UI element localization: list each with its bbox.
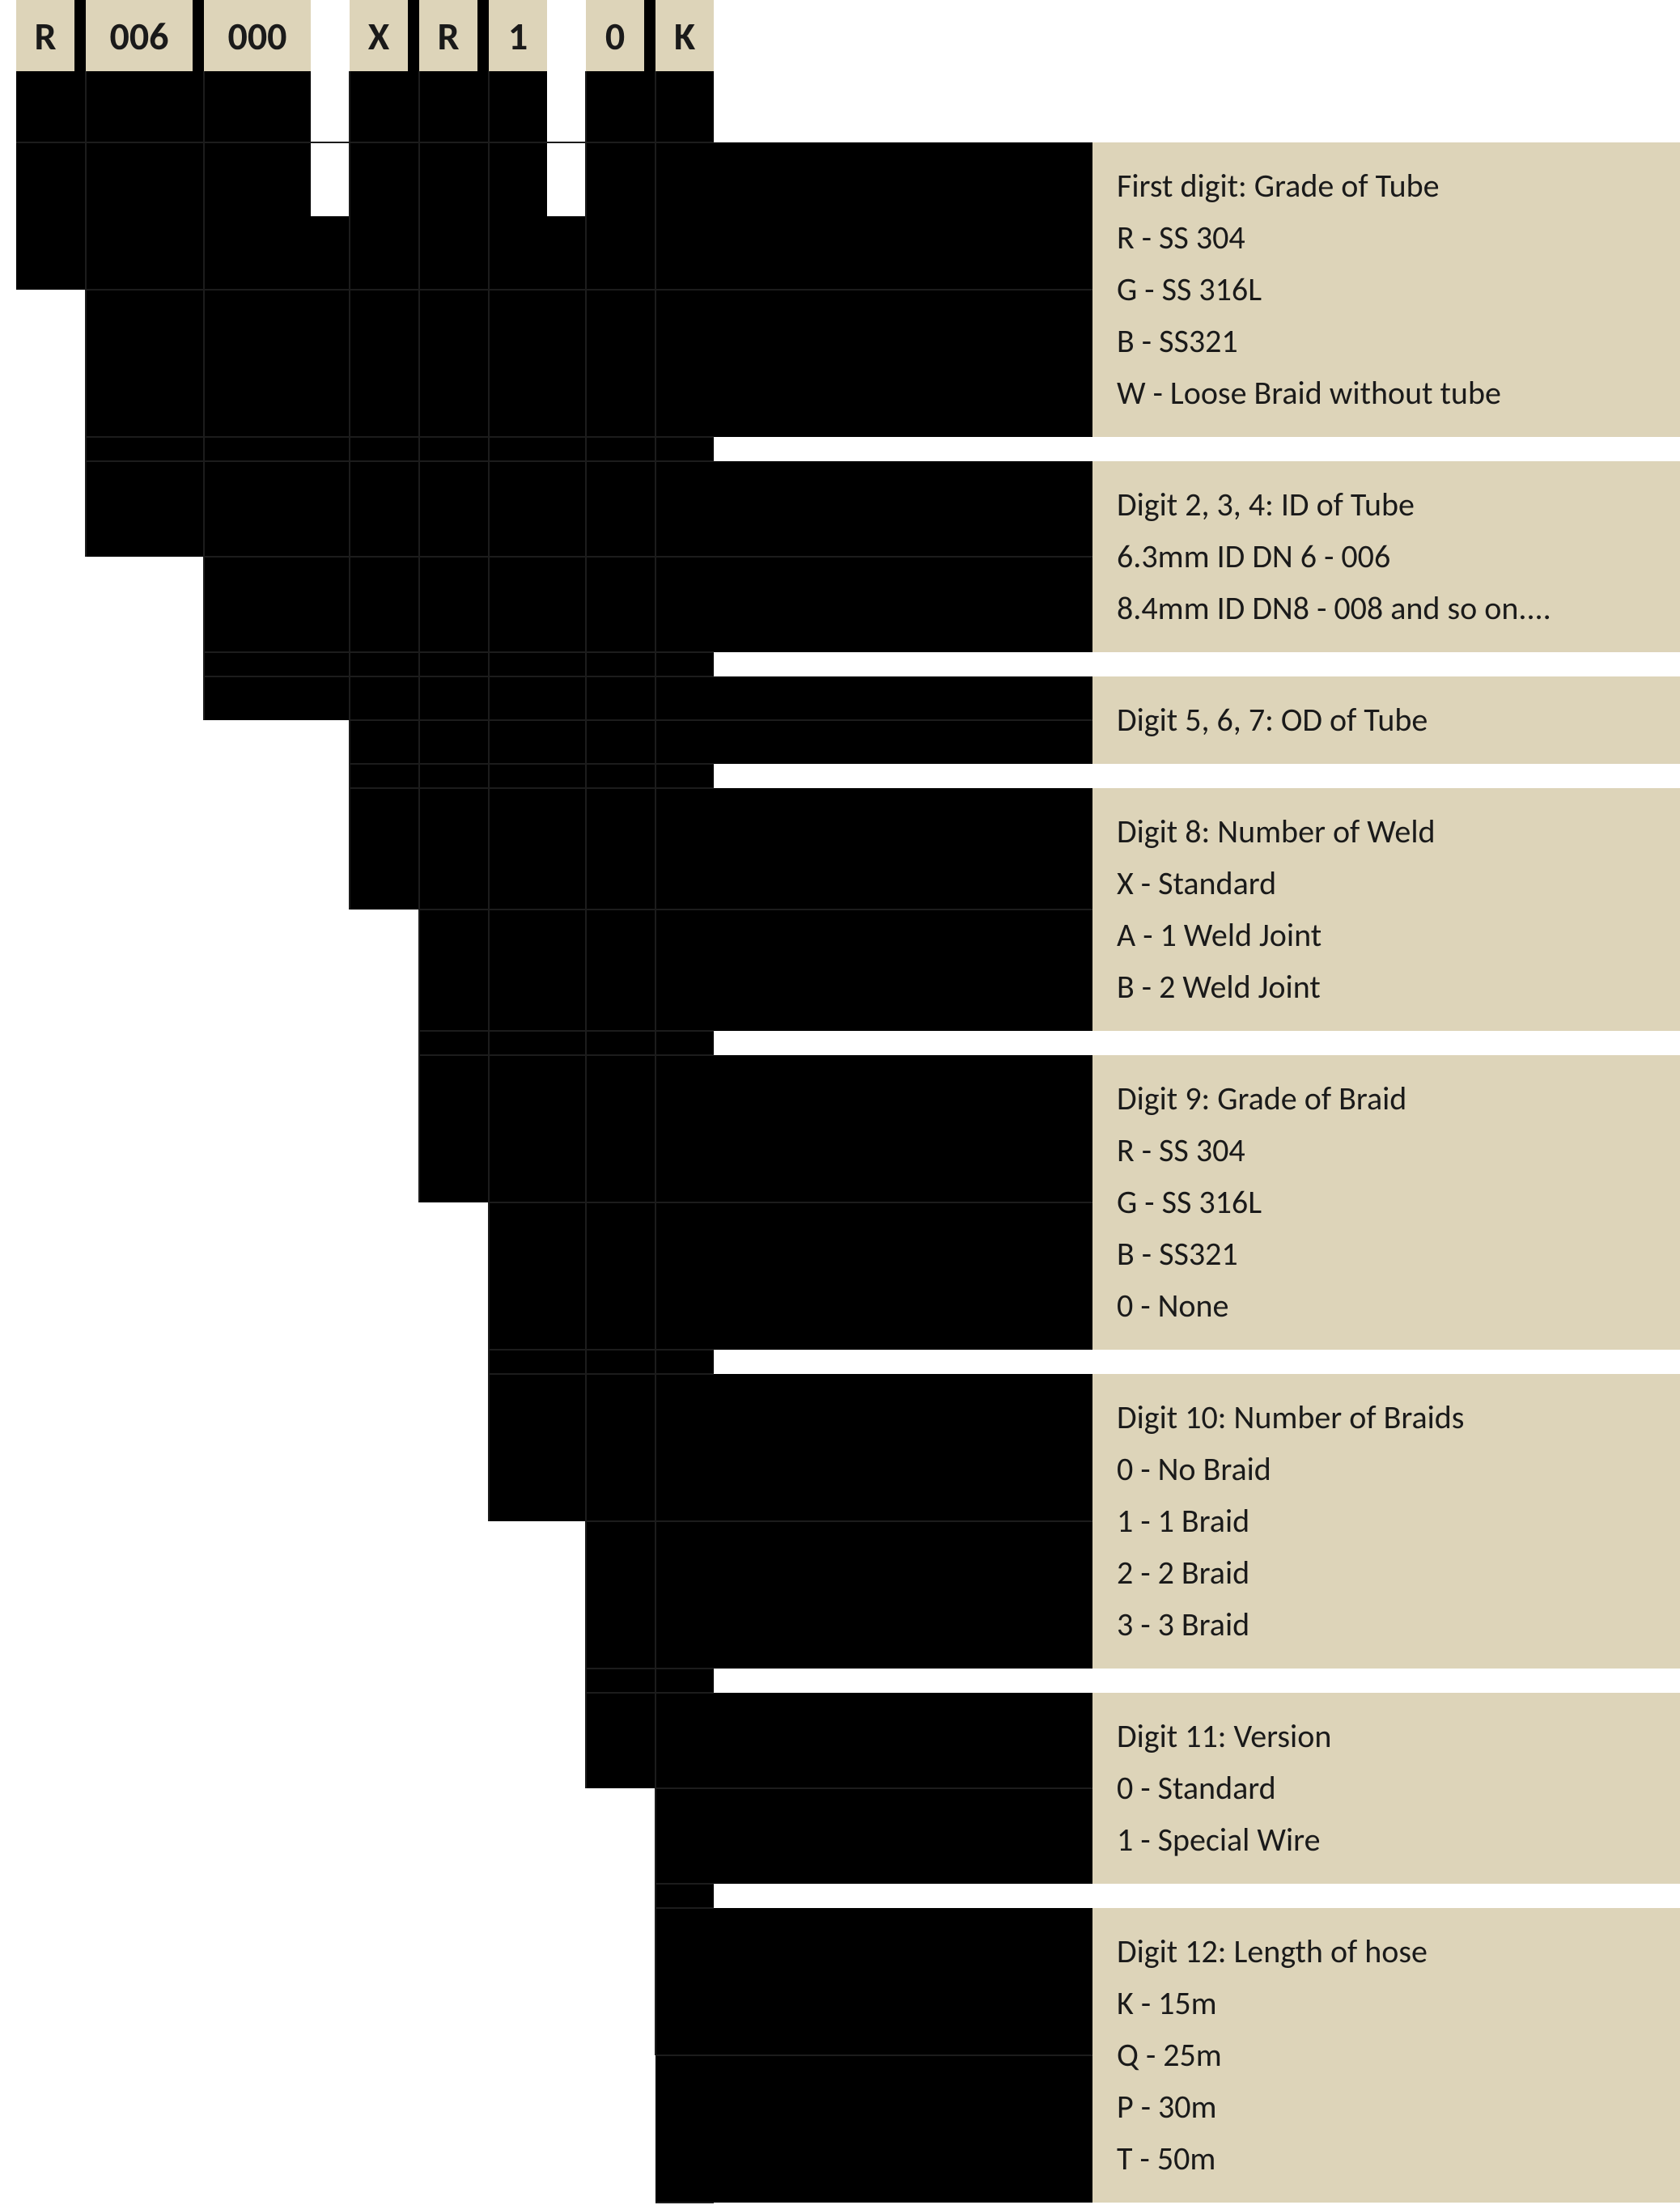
step-carve — [419, 1202, 489, 2203]
notch — [547, 71, 586, 216]
step-carve — [86, 557, 204, 2203]
notch — [311, 71, 350, 216]
step-carve — [16, 290, 86, 2203]
step-carve — [586, 1788, 655, 2203]
step-carve — [350, 910, 419, 2203]
step-carve — [489, 1521, 586, 2203]
step-carve — [204, 720, 350, 2203]
connector-diagram — [0, 0, 1680, 2205]
